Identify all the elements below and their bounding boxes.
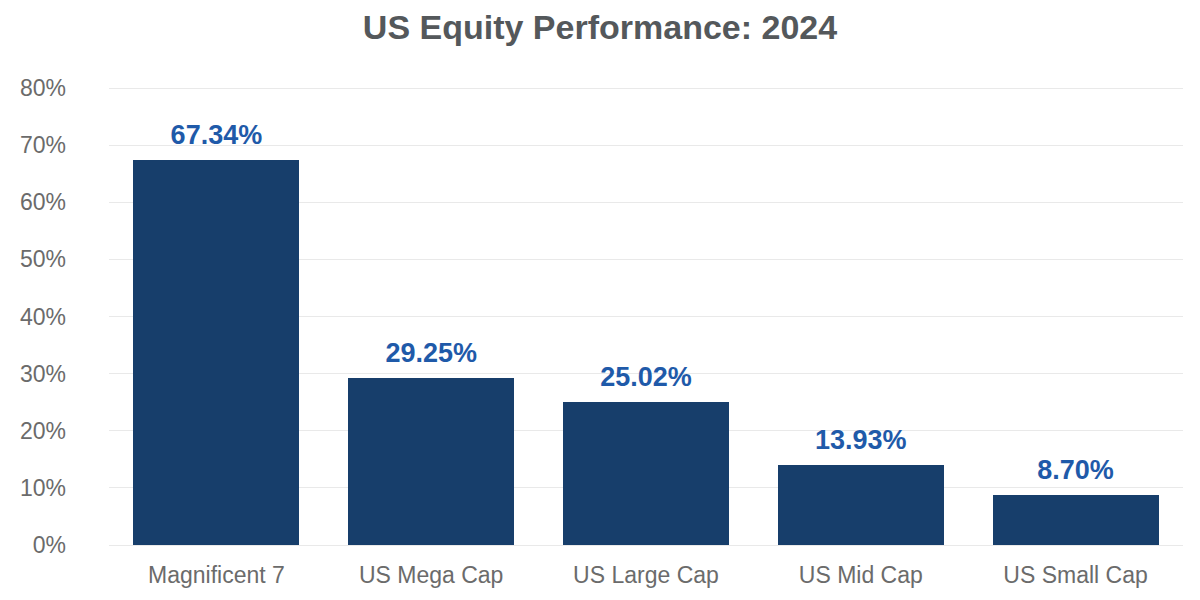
category-label-us-mid-cap: US Mid Cap <box>753 560 968 590</box>
y-tick-label: 70% <box>0 131 66 159</box>
x-axis: Magnificent 7US Mega CapUS Large CapUS M… <box>109 560 1183 596</box>
y-tick-label: 10% <box>0 474 66 502</box>
category-label-us-small-cap: US Small Cap <box>968 560 1183 590</box>
data-label-magnificent-7: 67.34% <box>109 120 324 150</box>
category-label-magnificent-7: Magnificent 7 <box>109 560 324 590</box>
data-label-us-small-cap: 8.70% <box>968 455 1183 485</box>
plot-area: 67.34% 29.25%25.02% 13.93%8.70% <box>109 88 1183 545</box>
y-tick-label: 0% <box>0 531 66 559</box>
bar-chart: US Equity Performance: 2024 0% 10% 20% 30% 4… <box>0 0 1200 600</box>
y-tick-label: 40% <box>0 303 66 331</box>
bar-us-mid-cap <box>778 465 944 545</box>
y-tick-label: 20% <box>0 417 66 445</box>
y-tick-label: 60% <box>0 188 66 216</box>
bar-us-large-cap <box>563 402 729 545</box>
y-axis: 0%10%20%30%40%50%60%70%80% <box>0 88 66 545</box>
y-tick-label: 50% <box>0 245 66 273</box>
data-label-us-mid-cap: 13.93% <box>753 425 968 455</box>
data-label-us-mega-cap: 29.25% <box>324 338 539 368</box>
data-label-us-large-cap: 25.02% <box>539 362 754 392</box>
gridline-80% <box>109 88 1183 89</box>
category-label-us-mega-cap: US Mega Cap <box>324 560 539 590</box>
bar-us-mega-cap <box>348 378 514 545</box>
chart-title: US Equity Performance: 2024 <box>0 8 1200 47</box>
bar-magnificent-7 <box>133 160 299 545</box>
category-label-us-large-cap: US Large Cap <box>539 560 754 590</box>
y-tick-label: 80% <box>0 74 66 102</box>
y-tick-label: 30% <box>0 360 66 388</box>
bar-us-small-cap <box>993 495 1159 545</box>
